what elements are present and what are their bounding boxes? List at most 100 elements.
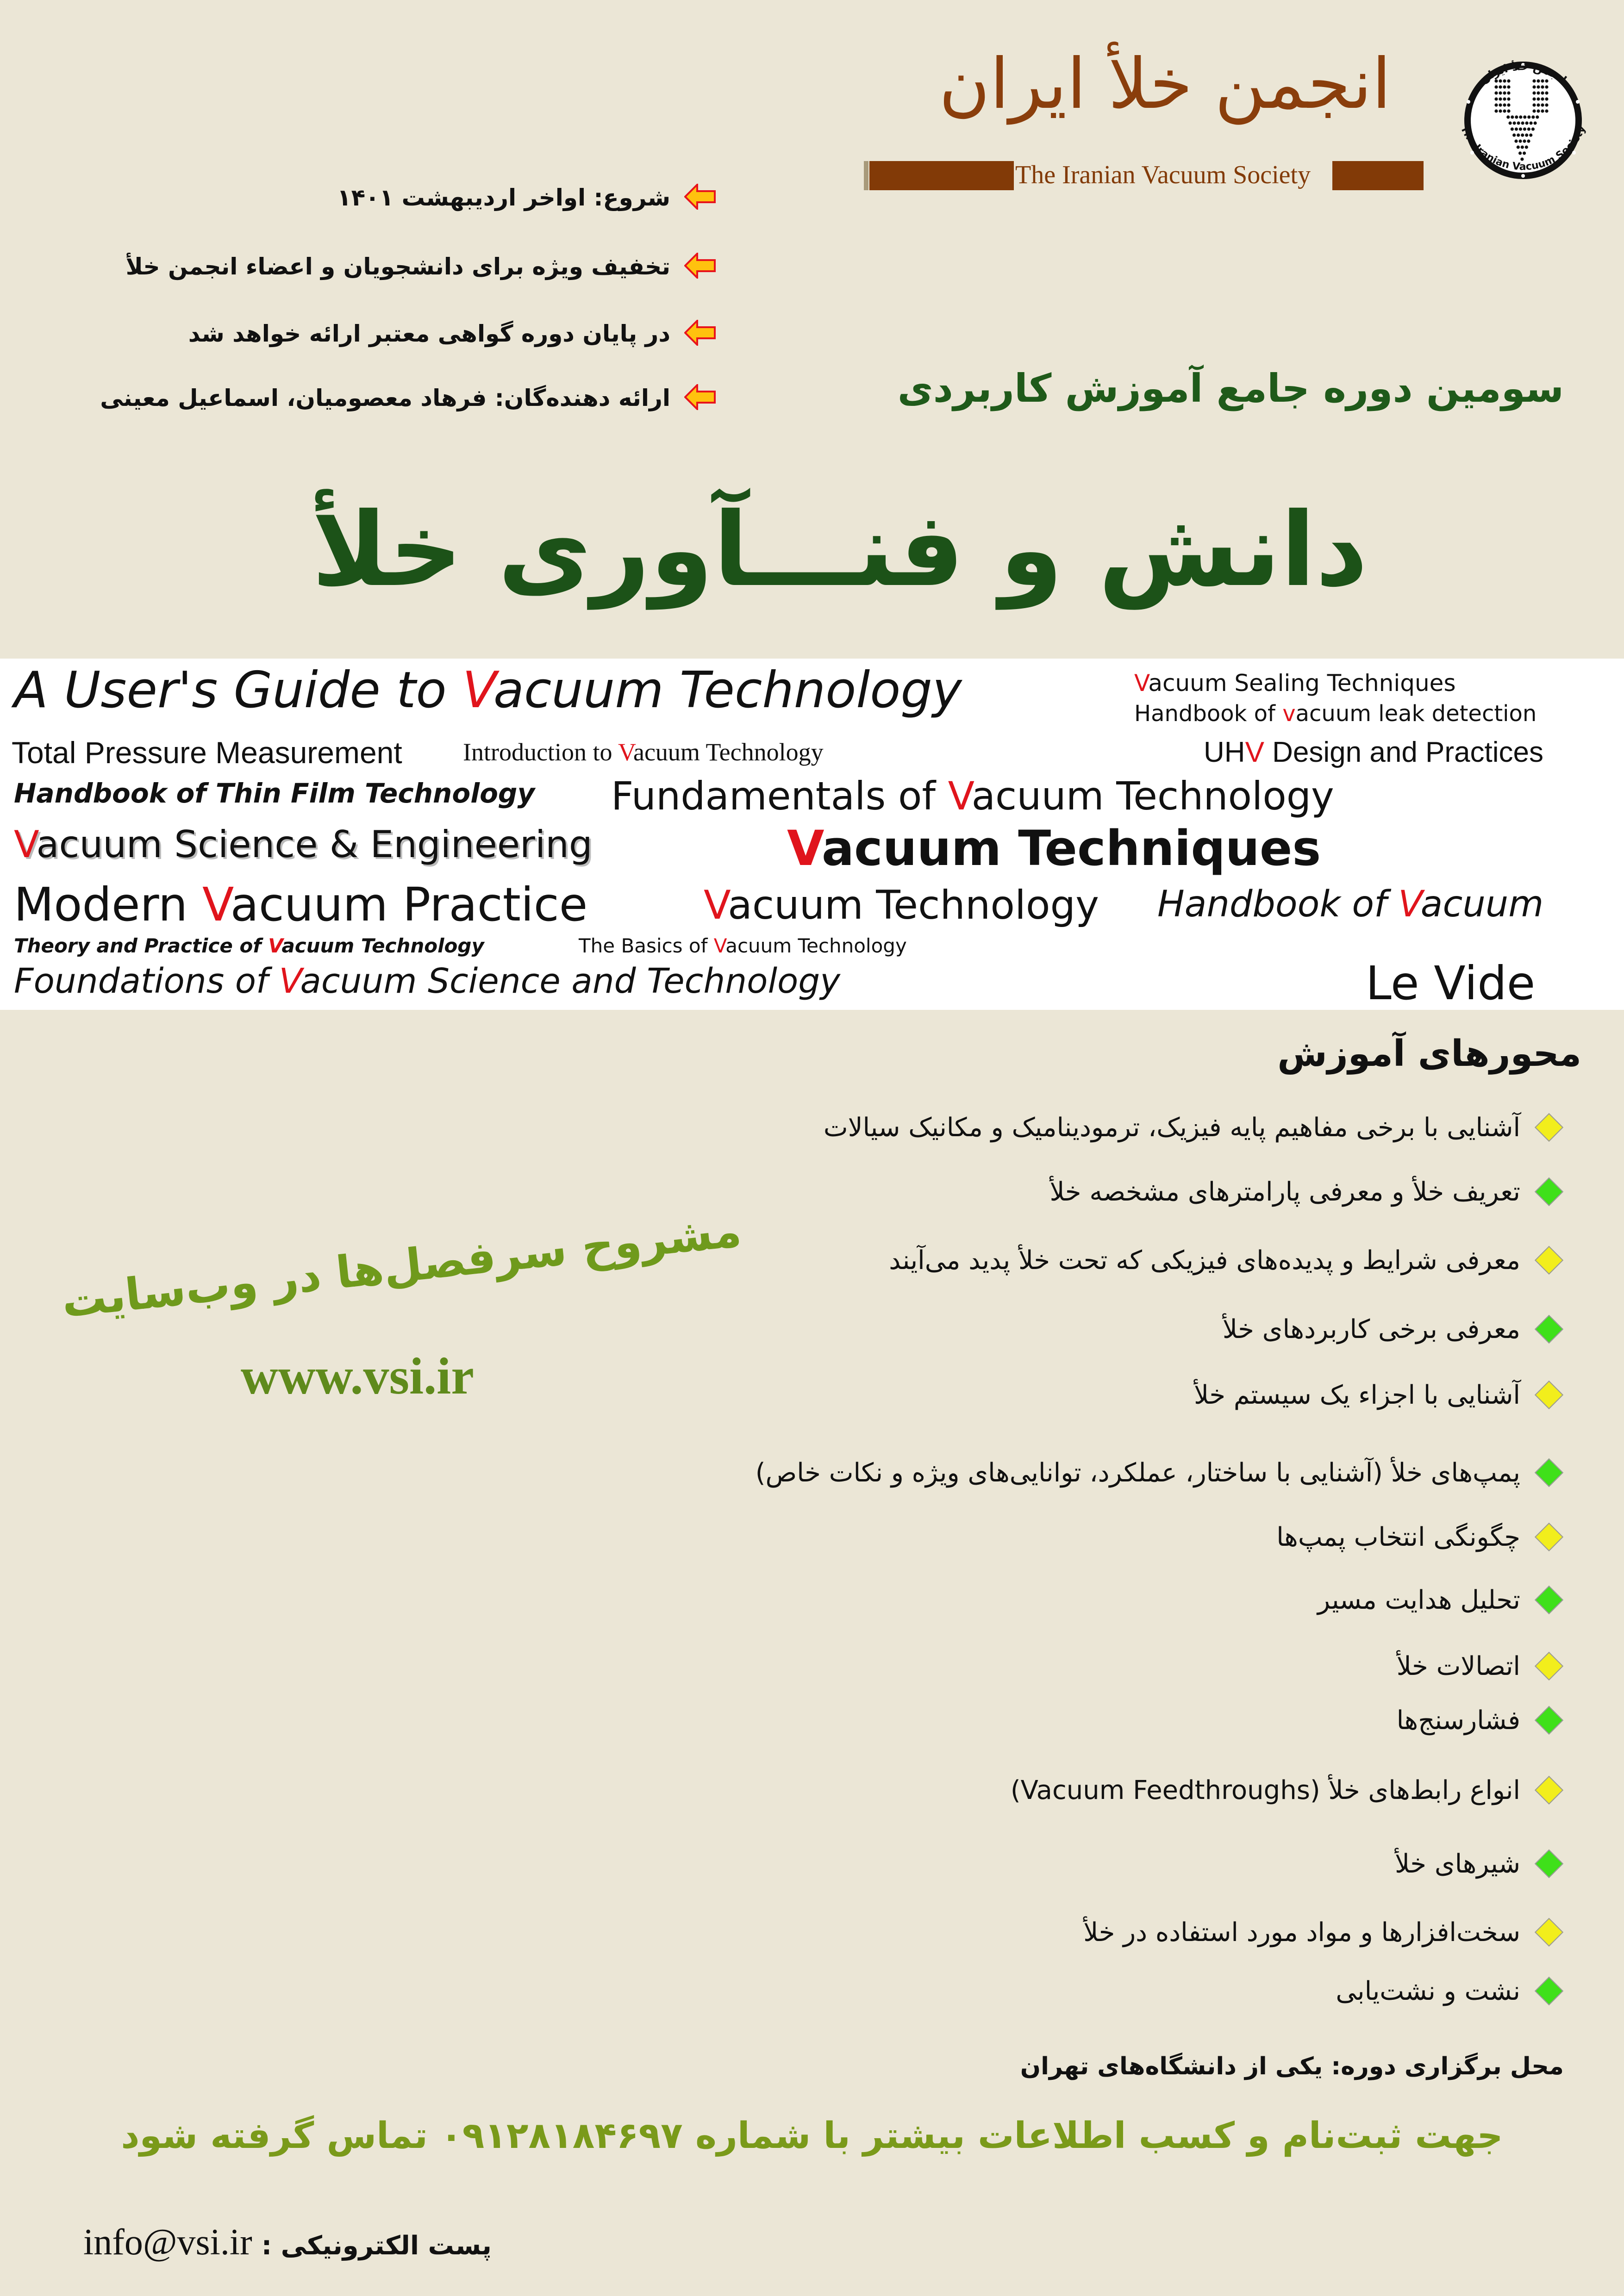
- highlight-letter: V: [787, 820, 822, 877]
- diamond-bullet-icon: [1534, 1113, 1564, 1142]
- book-title: The Basics of Vacuum Technology: [579, 936, 907, 956]
- info-bullet: ارائه دهنده‌گان: فرهاد معصومیان، اسماعیل…: [100, 380, 717, 417]
- topic-item: فشارسنج‌ها: [1396, 1702, 1564, 1739]
- email-label: پست الکترونیکی :: [261, 2231, 492, 2261]
- highlight-letter: V: [948, 773, 972, 819]
- topic-item: انواع رابط‌های خلأ (Vacuum Feedthroughs): [1010, 1772, 1564, 1809]
- book-title: Fundamentals of Vacuum Technology: [611, 777, 1334, 815]
- topic-text: تحلیل هدایت مسیر: [1318, 1585, 1520, 1615]
- topic-item: چگونگی انتخاب پمپ‌ها: [1276, 1518, 1564, 1556]
- contact-text: جهت ثبت‌نام و کسب اطلاعات بیشتر با شماره…: [121, 2115, 1503, 2157]
- diamond-bullet-icon: [1534, 1976, 1564, 2006]
- book-title-text: acuum Technology: [633, 738, 824, 766]
- highlight-letter: V: [704, 882, 728, 928]
- book-title: Handbook of Thin Film Technology: [14, 780, 535, 807]
- book-title-text: acuum: [1420, 884, 1544, 925]
- book-title-text: acuum Technology: [725, 934, 907, 957]
- book-title: Foundations of Vacuum Science and Techno…: [14, 964, 840, 998]
- topic-text: انواع رابط‌های خلأ (Vacuum Feedthroughs): [1010, 1775, 1520, 1805]
- highlight-letter: V: [1245, 736, 1264, 768]
- org-title-en: The Iranian Vacuum Society: [1015, 161, 1311, 189]
- highlight-letter: V: [268, 934, 282, 957]
- book-title: Theory and Practice of Vacuum Technology: [14, 936, 484, 956]
- topic-text: معرفی برخی کاربردهای خلأ: [1222, 1314, 1520, 1344]
- v-dots-icon: [1494, 79, 1549, 161]
- book-title: Total Pressure Measurement: [12, 737, 402, 768]
- diamond-bullet-icon: [1534, 1245, 1564, 1275]
- book-title-text: Theory and Practice of: [14, 934, 269, 957]
- info-bullet-text: شروع: اواخر اردیبهشت ۱۴۰۱: [337, 184, 670, 211]
- book-title-text: acuum Sealing Techniques: [1148, 670, 1456, 697]
- topic-text: آشنایی با برخی مفاهیم پایه فیزیک، ترمودی…: [823, 1112, 1520, 1143]
- topic-item: معرفی شرایط و پدیده‌های فیزیکی که تحت خل…: [889, 1242, 1564, 1279]
- email-row: info@vsi.ir پست الکترونیکی :: [83, 2221, 492, 2264]
- highlight-letter: V: [462, 661, 493, 719]
- website-link[interactable]: www.vsi.ir: [241, 1348, 474, 1405]
- bar-accent: [864, 161, 868, 190]
- book-title-text: Fundamentals of: [611, 773, 948, 819]
- diamond-bullet-icon: [1534, 1917, 1564, 1947]
- book-title: Handbook of vacuum leak detection: [1134, 703, 1537, 725]
- book-title: Introduction to Vacuum Technology: [463, 740, 824, 765]
- topic-item: آشنایی با اجزاء یک سیستم خلأ: [1194, 1376, 1564, 1413]
- diamond-bullet-icon: [1534, 1705, 1564, 1735]
- highlight-letter: v: [1282, 701, 1296, 727]
- book-title-word-cloud: A User's Guide to Vacuum Technology Vacuu…: [0, 659, 1624, 1010]
- book-title: Vacuum Technology: [704, 885, 1099, 925]
- highlight-letter: V: [618, 738, 633, 766]
- highlight-letter: V: [14, 823, 37, 866]
- topic-item: آشنایی با برخی مفاهیم پایه فیزیک، ترمودی…: [823, 1109, 1564, 1146]
- book-title-text: acuum Technology: [971, 773, 1334, 819]
- book-title-text: acuum Science and Technology: [300, 961, 841, 1001]
- book-title-text: Handbook of: [1134, 701, 1283, 727]
- email-link[interactable]: info@vsi.ir: [83, 2222, 252, 2263]
- topic-item: تحلیل هدایت مسیر: [1318, 1581, 1564, 1618]
- org-title-fa: انجمن خلأ ایران: [939, 44, 1391, 124]
- topic-text: نشت و نشت‌یابی: [1336, 1976, 1520, 2006]
- book-title-text: A User's Guide to: [14, 661, 462, 719]
- book-title: Vacuum Techniques: [787, 824, 1321, 872]
- book-title-text: acuum Practice: [230, 877, 588, 932]
- topic-text: شیرهای خلأ: [1395, 1848, 1520, 1879]
- diamond-bullet-icon: [1534, 1458, 1564, 1487]
- book-title-text: acuum leak detection: [1295, 701, 1537, 727]
- book-title: Vacuum Science & Engineering: [14, 826, 593, 863]
- details-on-website-text: مشروح سرفصل‌ها در وب‌سایت: [59, 1205, 744, 1328]
- arrow-left-icon: [684, 318, 717, 348]
- venue-text: محل برگزاری دوره: یکی از دانشگاه‌های تهر…: [1020, 2053, 1564, 2080]
- society-logo: انجمن خلأ ایران The Iranian Vacuum Socie…: [1458, 59, 1588, 179]
- book-title-text: acuum Techniques: [821, 820, 1321, 877]
- highlight-letter: V: [713, 934, 726, 957]
- book-title: Modern Vacuum Practice: [14, 882, 587, 928]
- diamond-bullet-icon: [1534, 1314, 1564, 1344]
- book-title-text: Modern: [14, 877, 202, 932]
- arrow-left-icon: [684, 182, 717, 212]
- book-title-text: Le Vide: [1366, 956, 1536, 1010]
- course-subtitle: سومین دوره جامع آموزش کاربردی: [897, 366, 1564, 411]
- info-bullet-text: تخفیف ویژه برای دانشجویان و اعضاء انجمن …: [125, 253, 670, 280]
- topic-item: اتصالات خلأ: [1396, 1648, 1564, 1685]
- topic-item: سخت‌افزارها و مواد مورد استفاده در خلأ: [1083, 1914, 1564, 1951]
- brand-bar-left: [869, 161, 1014, 190]
- topic-text: پمپ‌های خلأ (آشنایی با ساختار، عملکرد، ت…: [755, 1457, 1520, 1488]
- info-bullet: در پایان دوره گواهی معتبر ارائه خواهد شد: [188, 315, 717, 352]
- arrow-left-icon: [684, 383, 717, 412]
- diamond-bullet-icon: [1534, 1585, 1564, 1615]
- topic-item: معرفی برخی کاربردهای خلأ: [1222, 1311, 1564, 1348]
- highlight-letter: V: [279, 961, 300, 1001]
- book-title-text: Design and Practices: [1264, 736, 1543, 768]
- diamond-bullet-icon: [1534, 1177, 1564, 1207]
- book-title: Vacuum Sealing Techniques: [1134, 672, 1456, 695]
- topic-text: اتصالات خلأ: [1396, 1651, 1520, 1681]
- topics-heading: محورهای آموزش: [1277, 1033, 1581, 1075]
- topic-text: فشارسنج‌ها: [1396, 1705, 1520, 1736]
- book-title: Le Vide: [1366, 960, 1535, 1007]
- topic-text: تعریف خلأ و معرفی پارامترهای مشخصه خلأ: [1049, 1176, 1520, 1207]
- diamond-bullet-icon: [1534, 1522, 1564, 1552]
- book-title-text: acuum Technology: [493, 661, 962, 719]
- info-bullet-text: در پایان دوره گواهی معتبر ارائه خواهد شد: [188, 320, 670, 347]
- diamond-bullet-icon: [1534, 1651, 1564, 1681]
- topic-text: سخت‌افزارها و مواد مورد استفاده در خلأ: [1083, 1917, 1520, 1948]
- topic-item: پمپ‌های خلأ (آشنایی با ساختار، عملکرد، ت…: [755, 1454, 1564, 1491]
- topic-item: شیرهای خلأ: [1395, 1845, 1564, 1882]
